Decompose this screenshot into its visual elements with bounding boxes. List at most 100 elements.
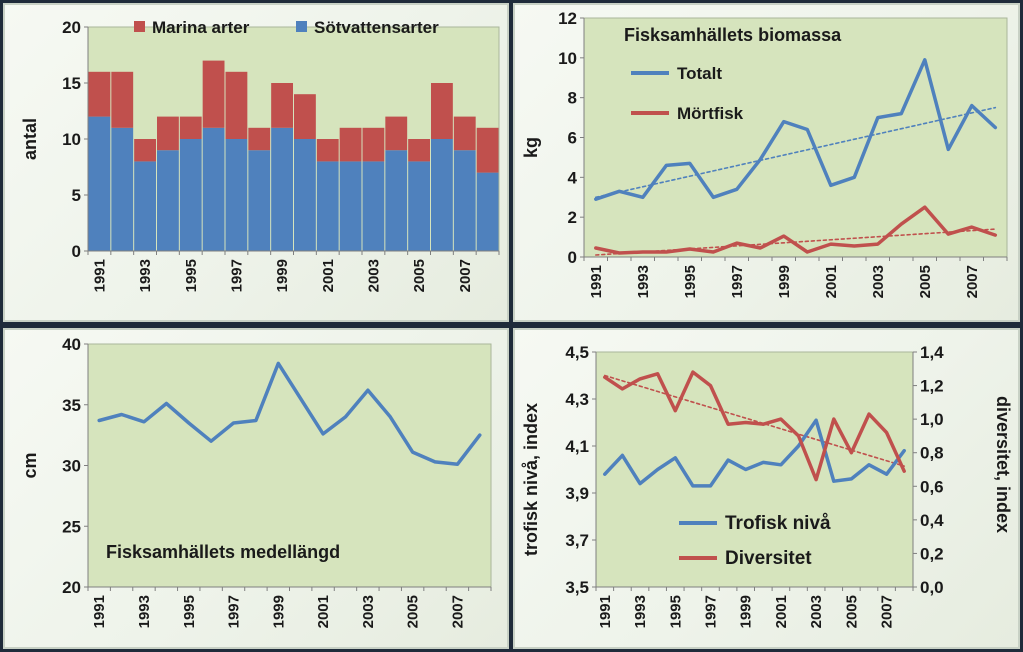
trophic-diversity-chart: 3,5 3,7 3,9 4,1 4,3 4,5 0,0 0,2 0,4 0,6 0,8 1,0 1,2 1… bbox=[521, 343, 1013, 628]
bar-marine bbox=[408, 139, 430, 162]
x-tick-label: 1991 bbox=[597, 595, 614, 628]
plot-area bbox=[583, 17, 1008, 258]
x-tick-label: 2003 bbox=[360, 595, 377, 628]
chart-title: Fisksamhällets biomassa bbox=[624, 25, 842, 45]
y-axis-right-title: diversitet, index bbox=[993, 396, 1013, 533]
bar-freshwater bbox=[294, 139, 316, 251]
x-tick-label: 2005 bbox=[843, 595, 860, 628]
x-tick-label: 2007 bbox=[449, 595, 466, 628]
y-axis-right-tick-label: 1,2 bbox=[920, 377, 944, 396]
x-tick-label: 1997 bbox=[702, 595, 719, 628]
bar-marine bbox=[431, 83, 453, 139]
y-axis-right-tick-label: 0,4 bbox=[920, 511, 944, 530]
bar-freshwater bbox=[248, 150, 271, 251]
panel-species-count: 0 5 10 15 20 1991 1993 1995 1997 1999 2001 2003 2005… bbox=[3, 3, 509, 322]
series-diversity-trendline bbox=[604, 374, 906, 467]
legend-swatch-marine bbox=[134, 21, 145, 32]
x-tick-label: 2007 bbox=[964, 265, 981, 298]
species-count-chart: 0 5 10 15 20 1991 1993 1995 1997 1999 2001 2003 2005… bbox=[20, 18, 500, 292]
legend-trophic-label: Trofisk nivå bbox=[725, 513, 831, 534]
x-tick-label: 2003 bbox=[808, 595, 825, 628]
y-axis-tick-label: 40 bbox=[62, 335, 81, 354]
x-tick-label: 1993 bbox=[635, 265, 652, 298]
y-axis-right-tick-label: 0,2 bbox=[920, 544, 944, 563]
bar-freshwater bbox=[271, 127, 293, 251]
bar-marine bbox=[248, 127, 271, 151]
x-tick-label: 1995 bbox=[183, 259, 200, 292]
y-axis-tick-label: 15 bbox=[62, 74, 81, 93]
y-axis-right-tick-label: 1,4 bbox=[920, 343, 944, 362]
bar-marine bbox=[88, 71, 111, 117]
x-tick-label: 1997 bbox=[729, 265, 746, 298]
y-axis-left-tick-label: 4,5 bbox=[565, 343, 589, 362]
bar-marine bbox=[134, 139, 156, 162]
x-tick-label: 2001 bbox=[315, 595, 332, 628]
bar-freshwater bbox=[179, 139, 202, 251]
bar-marine bbox=[225, 71, 248, 139]
bar-freshwater bbox=[362, 161, 385, 251]
bar-marine bbox=[271, 83, 293, 128]
y-axis-right-tick-label: 0,0 bbox=[920, 578, 944, 597]
y-axis-tick-label: 6 bbox=[568, 129, 577, 148]
bar-freshwater bbox=[111, 127, 134, 251]
bar-freshwater bbox=[453, 150, 476, 251]
x-tick-label: 1991 bbox=[91, 595, 108, 628]
series-roach-line bbox=[594, 205, 998, 255]
legend-diversity-label: Diversitet bbox=[725, 548, 812, 569]
bar-freshwater bbox=[431, 139, 453, 251]
bar-marine bbox=[202, 60, 225, 128]
y-axis-tick-label: 0 bbox=[568, 248, 577, 267]
y-axis-tick-label: 0 bbox=[72, 242, 81, 261]
y-axis-right-tick-label: 1,0 bbox=[920, 410, 944, 429]
bar-marine bbox=[179, 116, 202, 139]
x-tick-label: 2007 bbox=[879, 595, 896, 628]
bar-marine bbox=[453, 116, 476, 151]
y-axis-left-tick-label: 3,5 bbox=[565, 578, 589, 597]
x-tick-label: 1999 bbox=[738, 595, 755, 628]
x-tick-label: 2003 bbox=[365, 259, 382, 292]
x-tick-label: 1999 bbox=[270, 595, 287, 628]
legend-label-marine: Marina arter bbox=[152, 18, 250, 37]
bar-freshwater bbox=[408, 161, 430, 251]
legend-label-freshwater: Sötvattensarter bbox=[314, 18, 439, 37]
y-axis-left-tick-label: 3,9 bbox=[565, 484, 589, 503]
y-axis-tick-label: 20 bbox=[62, 18, 81, 37]
plot-area bbox=[87, 343, 492, 588]
bar-freshwater bbox=[316, 161, 339, 251]
bar-marine bbox=[362, 127, 385, 162]
x-tick-label: 1995 bbox=[667, 595, 684, 628]
x-tick-label: 2001 bbox=[823, 265, 840, 298]
legend-swatch-freshwater bbox=[296, 21, 307, 32]
x-tick-label: 2005 bbox=[411, 259, 428, 292]
y-axis-tick-label: 25 bbox=[62, 517, 81, 536]
y-axis-tick-label: 30 bbox=[62, 457, 81, 476]
bar-marine bbox=[111, 71, 134, 128]
y-axis-tick-label: 35 bbox=[62, 396, 81, 415]
x-tick-label: 1999 bbox=[274, 259, 291, 292]
x-tick-label: 1995 bbox=[682, 265, 699, 298]
y-axis-tick-label: 2 bbox=[568, 208, 577, 227]
x-tick-label: 2001 bbox=[320, 259, 337, 292]
y-axis-tick-label: 20 bbox=[62, 578, 81, 597]
series-total-trendline bbox=[595, 106, 997, 199]
bar-marine bbox=[385, 116, 408, 151]
x-tick-label: 1993 bbox=[137, 259, 154, 292]
y-axis-tick-label: 5 bbox=[72, 186, 81, 205]
x-tick-label: 2005 bbox=[917, 265, 934, 298]
bar-freshwater bbox=[339, 161, 362, 251]
y-axis-title: cm bbox=[20, 452, 40, 478]
panel-biomass: 0 2 4 6 8 10 12 1991 1993 1995 1997 1999 2001 2003 200… bbox=[513, 3, 1020, 322]
y-axis-left-title: trofisk nivå, index bbox=[521, 403, 541, 556]
x-tick-label: 1993 bbox=[632, 595, 649, 628]
y-axis-tick-label: 10 bbox=[558, 49, 577, 68]
x-tick-label: 1997 bbox=[228, 259, 245, 292]
mean-length-chart: 20 25 30 35 40 1991 1993 1995 1997 1999 2001 2003 20… bbox=[20, 335, 492, 628]
bar-freshwater bbox=[202, 127, 225, 251]
bar-marine bbox=[339, 127, 362, 162]
x-tick-label: 1991 bbox=[91, 259, 108, 292]
y-axis-title: kg bbox=[521, 137, 541, 158]
y-axis-left-tick-label: 3,7 bbox=[565, 531, 589, 550]
x-tick-label: 1993 bbox=[136, 595, 153, 628]
series-total-line bbox=[594, 58, 998, 201]
